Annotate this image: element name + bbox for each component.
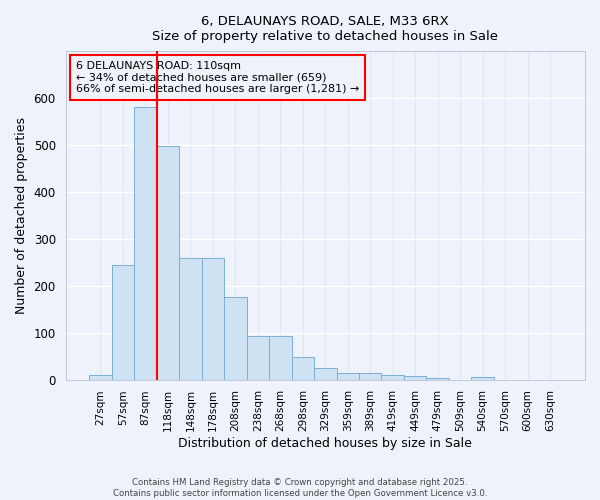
X-axis label: Distribution of detached houses by size in Sale: Distribution of detached houses by size … <box>178 437 472 450</box>
Bar <box>292 357 314 380</box>
Text: Contains HM Land Registry data © Crown copyright and database right 2025.
Contai: Contains HM Land Registry data © Crown c… <box>113 478 487 498</box>
Bar <box>427 378 449 380</box>
Bar <box>157 146 179 380</box>
Bar <box>224 298 247 380</box>
Bar <box>202 258 224 380</box>
Bar <box>89 375 112 380</box>
Bar <box>314 368 337 380</box>
Bar <box>404 376 427 380</box>
Y-axis label: Number of detached properties: Number of detached properties <box>15 117 28 314</box>
Bar <box>112 264 134 380</box>
Title: 6, DELAUNAYS ROAD, SALE, M33 6RX
Size of property relative to detached houses in: 6, DELAUNAYS ROAD, SALE, M33 6RX Size of… <box>152 15 498 43</box>
Bar <box>382 375 404 380</box>
Bar <box>269 336 292 380</box>
Bar <box>247 336 269 380</box>
Bar <box>359 374 382 380</box>
Bar <box>472 378 494 380</box>
Bar <box>134 108 157 380</box>
Bar <box>179 258 202 380</box>
Text: 6 DELAUNAYS ROAD: 110sqm
← 34% of detached houses are smaller (659)
66% of semi-: 6 DELAUNAYS ROAD: 110sqm ← 34% of detach… <box>76 61 359 94</box>
Bar <box>337 374 359 380</box>
